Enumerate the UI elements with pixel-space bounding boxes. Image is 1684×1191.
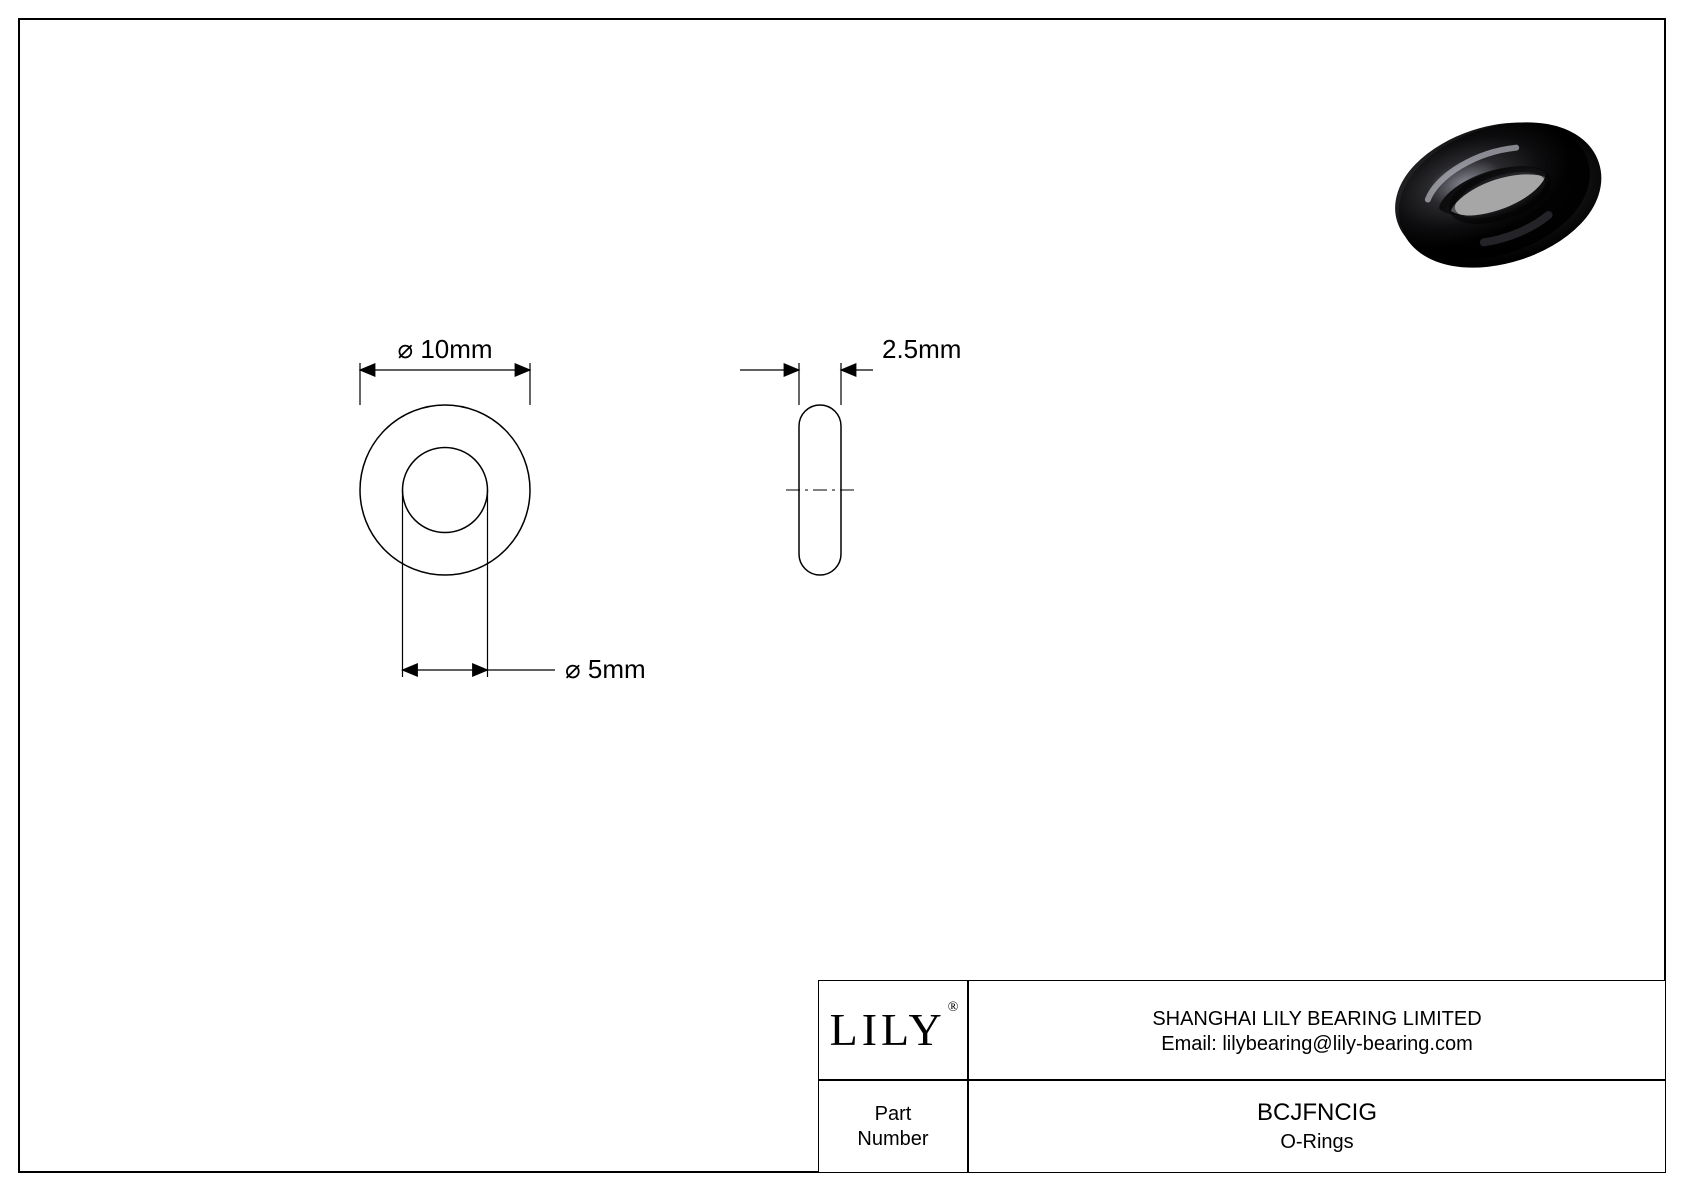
logo-word: LILY	[830, 1004, 946, 1055]
logo-cell: LILY®	[818, 980, 968, 1080]
part-type: O-Rings	[1280, 1131, 1353, 1154]
drawing-sheet-frame: ⌀ 10mm ⌀ 5mm	[18, 18, 1666, 1173]
email-prefix: Email:	[1161, 1033, 1222, 1055]
thickness-label: 2.5mm	[882, 334, 961, 364]
company-name: SHANGHAI LILY BEARING LIMITED	[1152, 1005, 1481, 1033]
inner-diameter-label: ⌀ 5mm	[565, 654, 646, 684]
title-block: LILY® SHANGHAI LILY BEARING LIMITED Emai…	[818, 980, 1666, 1173]
part-number-label-cell: Part Number	[818, 1080, 968, 1173]
thickness-dimension: 2.5mm	[740, 334, 961, 405]
isometric-o-ring-render	[1398, 118, 1615, 284]
logo-text: LILY®	[830, 1007, 957, 1053]
outer-diameter-dimension: ⌀ 10mm	[360, 334, 530, 405]
outer-diameter-label: ⌀ 10mm	[397, 334, 492, 364]
company-cell: SHANGHAI LILY BEARING LIMITED Email: lil…	[968, 980, 1666, 1080]
company-email: lilybearing@lily-bearing.com	[1222, 1033, 1472, 1055]
outer-diameter-circle	[360, 405, 530, 575]
part-number-value-cell: BCJFNCIG O-Rings	[968, 1080, 1666, 1173]
front-view: ⌀ 10mm ⌀ 5mm	[360, 334, 646, 684]
side-view: 2.5mm	[740, 334, 961, 575]
inner-diameter-circle	[403, 448, 488, 533]
registered-mark: ®	[948, 1000, 959, 1015]
part-number-value: BCJFNCIG	[1257, 1099, 1377, 1127]
company-email-line: Email: lilybearing@lily-bearing.com	[1161, 1033, 1473, 1056]
part-number-label: Part Number	[857, 1102, 928, 1152]
